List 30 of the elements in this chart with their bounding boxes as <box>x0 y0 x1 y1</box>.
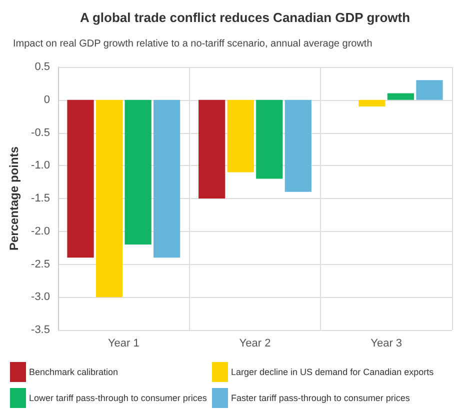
y-tick-label: -1.5 <box>31 192 50 204</box>
bar <box>96 100 123 298</box>
bar <box>198 100 226 198</box>
x-tick-label: Year 3 <box>370 338 402 350</box>
y-tick-label: -1.0 <box>31 160 50 172</box>
legend-label: Larger decline in US demand for Canadian exports <box>231 367 434 377</box>
y-tick-label: -2.0 <box>31 225 50 238</box>
y-tick-label: -3.0 <box>31 291 50 304</box>
y-tick-label: -3.5 <box>31 324 50 336</box>
x-tick-label: Year 1 <box>108 338 140 350</box>
legend-label: Lower tariff pass-through to consumer prices <box>29 393 208 403</box>
bar <box>227 100 254 172</box>
bar <box>284 100 312 192</box>
legend-label: Faster tariff pass-through to consumer prices <box>231 393 410 403</box>
bar <box>256 100 283 179</box>
y-tick-label: 0 <box>44 94 50 106</box>
y-axis-title: Percentage points <box>7 146 21 251</box>
bar <box>67 100 94 258</box>
y-tick-label: -2.5 <box>31 258 50 270</box>
y-tick-label: -0.5 <box>31 126 50 139</box>
bar <box>154 100 180 258</box>
x-tick-label: Year 2 <box>239 338 271 350</box>
bar <box>387 93 414 100</box>
bar <box>416 80 443 100</box>
bar <box>358 100 386 106</box>
chart-subtitle: Impact on real GDP growth relative to a no-tariff scenario, annual average growth <box>13 38 372 50</box>
chart-title: A global trade conflict reduces Canadian GDP growth <box>80 10 410 25</box>
y-tick-label: 0.5 <box>34 61 50 73</box>
bar <box>124 100 152 245</box>
legend-label: Benchmark calibration <box>29 367 118 377</box>
